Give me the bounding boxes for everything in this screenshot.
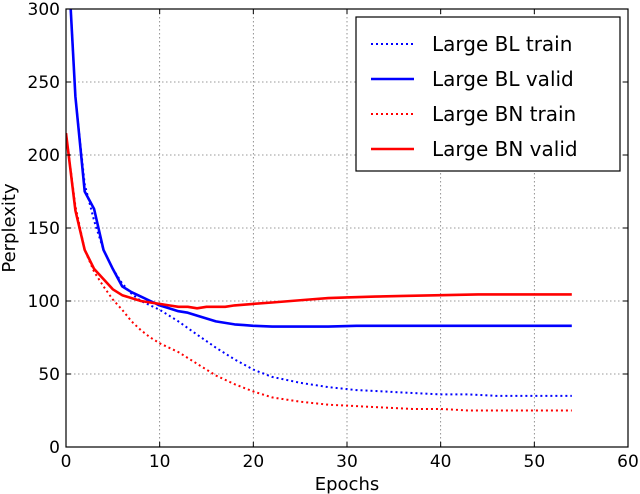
y-axis-label: Perplexity <box>0 183 20 273</box>
legend-entry-label: Large BL valid <box>432 67 574 91</box>
y-tick-label: 300 <box>28 0 60 20</box>
x-tick-label: 10 <box>149 452 171 472</box>
y-tick-label: 0 <box>49 438 60 458</box>
y-tick-label: 200 <box>28 146 60 166</box>
legend-box <box>355 16 621 172</box>
x-tick-label: 60 <box>617 452 639 472</box>
x-tick-label: 20 <box>243 452 265 472</box>
series-line-large-bn-train <box>66 132 572 412</box>
x-tick-label: 40 <box>430 452 452 472</box>
legend: Large BL train Large BL valid Large BN tra… <box>355 16 621 172</box>
series-line-large-bn-valid <box>66 132 572 310</box>
legend-entry-label: Large BN valid <box>432 137 578 161</box>
y-tick-label: 100 <box>28 292 60 312</box>
y-tick-label: 150 <box>28 219 60 239</box>
series-lines <box>66 9 572 412</box>
x-tick-label: 0 <box>61 452 72 472</box>
x-tick-label: 50 <box>524 452 546 472</box>
x-tick-label: 30 <box>336 452 358 472</box>
y-tick-label: 250 <box>28 73 60 93</box>
series-line-large-bl-valid <box>69 9 572 328</box>
axis-ticks: 0 10 20 30 40 50 60 0 50 100 150 200 250 300 <box>28 0 639 472</box>
x-axis-label: Epochs <box>315 474 380 494</box>
legend-entry-label: Large BL train <box>432 32 572 56</box>
legend-entry-label: Large BN train <box>432 102 576 126</box>
y-tick-label: 50 <box>38 365 60 385</box>
